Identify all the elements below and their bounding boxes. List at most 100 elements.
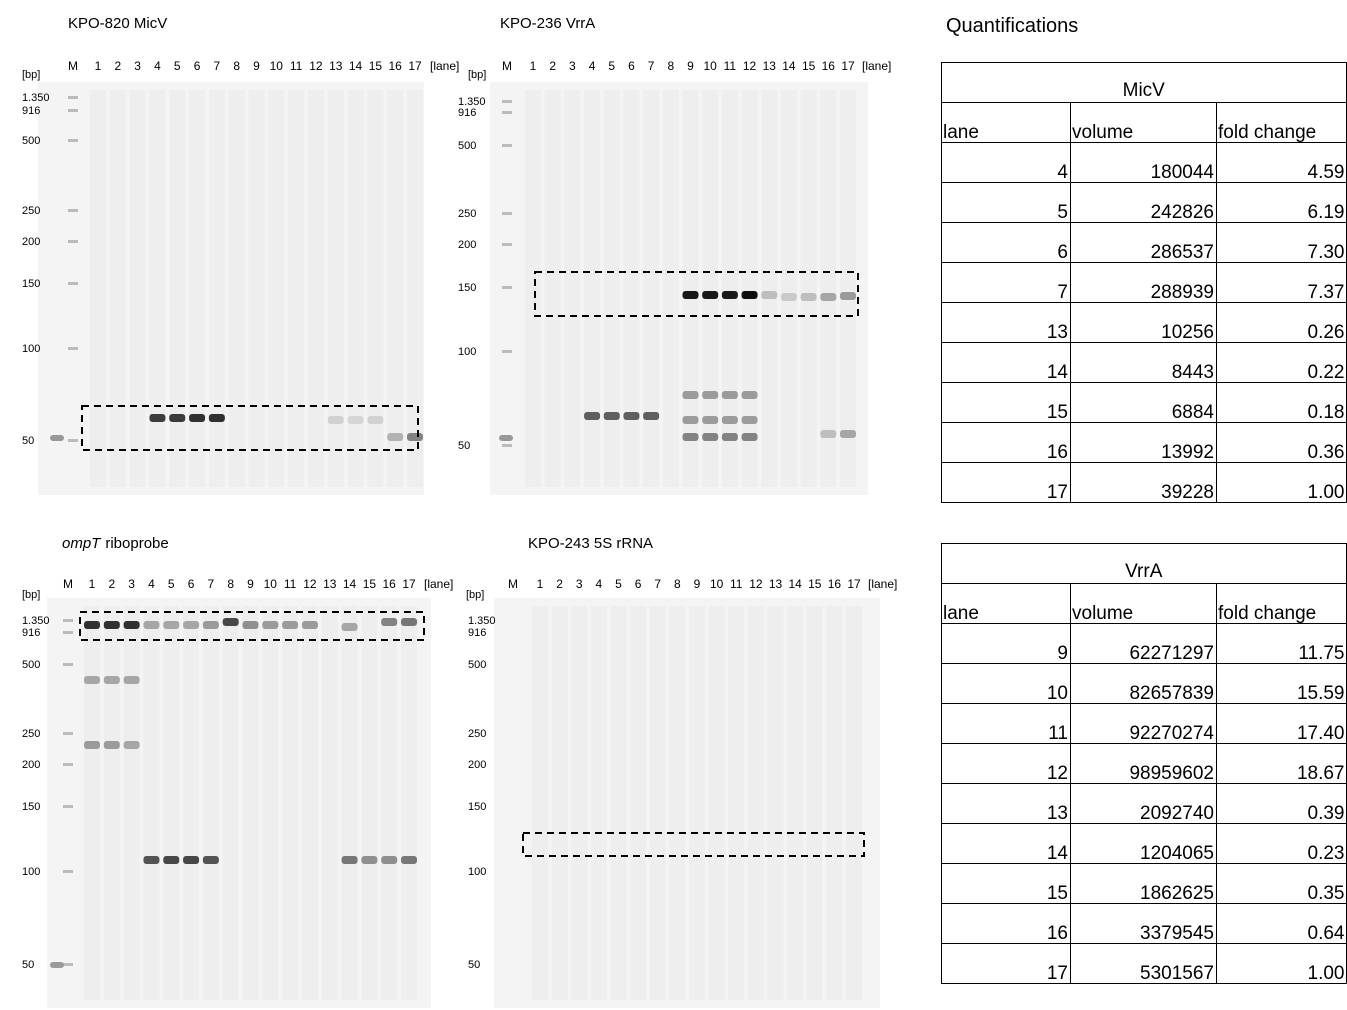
ladder-band	[63, 805, 73, 808]
gel-band	[741, 291, 758, 299]
gel-lane	[728, 606, 745, 1000]
column-header: lane	[943, 603, 979, 624]
table-cell: 16	[1047, 442, 1068, 463]
gel-band	[780, 293, 797, 301]
lane-label: 10	[704, 59, 718, 73]
gel-lane	[288, 90, 305, 487]
gel-lane	[571, 606, 588, 1000]
lane-label: M	[68, 59, 78, 73]
table-cell: 0.26	[1308, 322, 1345, 343]
lane-label: 8	[674, 577, 681, 591]
lane-label: 17	[408, 59, 422, 73]
ladder-band	[502, 212, 512, 215]
lane-label: 3	[134, 59, 141, 73]
table-cell: 286537	[1151, 242, 1214, 263]
table-cell: 288939	[1151, 282, 1214, 303]
bp-unit: [bp]	[22, 589, 40, 601]
gel-band	[222, 618, 239, 626]
gel-band	[301, 621, 318, 629]
table-cell: 14	[1047, 843, 1069, 864]
gel-band	[721, 291, 738, 299]
size-marker: 500	[468, 659, 486, 671]
gel-lane	[347, 90, 364, 487]
ladder-band	[68, 439, 78, 442]
gel-lane	[367, 90, 384, 487]
table-cell: 15	[1047, 883, 1068, 904]
lane-label: 10	[710, 577, 724, 591]
lane-label: 15	[802, 59, 816, 73]
ladder-band	[63, 963, 73, 966]
table-cell: 39228	[1161, 482, 1214, 503]
lane-label: 2	[556, 577, 563, 591]
size-marker: 200	[22, 236, 40, 248]
gel-lane	[806, 606, 823, 1000]
table-cell: 14	[1047, 362, 1069, 383]
gel-band	[381, 618, 398, 626]
gel-lane	[669, 606, 686, 1000]
gel-band	[840, 292, 856, 300]
ladder-band	[68, 209, 78, 212]
table-cell: 6884	[1172, 402, 1215, 423]
ladder-band	[502, 111, 512, 114]
gel-lane	[551, 606, 568, 1000]
lane-label: 9	[253, 59, 260, 73]
table-cell: 13992	[1161, 442, 1214, 463]
lane-label: 16	[828, 577, 842, 591]
gel-band	[702, 433, 719, 441]
lane-label: M	[508, 577, 518, 591]
table-cell: 0.36	[1308, 442, 1345, 463]
size-marker: 500	[458, 140, 476, 152]
gel-lane	[708, 606, 725, 1000]
gel-lane	[129, 90, 146, 487]
lane-label: 13	[323, 577, 337, 591]
gel-band	[820, 430, 837, 438]
gel-lane	[532, 606, 548, 1000]
gel-band	[183, 621, 200, 629]
gel-band	[163, 856, 180, 864]
lane-label: 14	[349, 59, 363, 73]
gel-band	[202, 621, 219, 629]
table-cell: 242826	[1151, 202, 1214, 223]
gel-band	[603, 412, 620, 420]
ladder-band	[63, 619, 73, 622]
gel-lane	[242, 606, 259, 1000]
ladder-band	[502, 350, 512, 353]
gel-lane	[682, 90, 699, 487]
gel-lane	[103, 606, 120, 1000]
lane-label: 14	[782, 59, 796, 73]
gel-lane	[564, 90, 581, 487]
size-marker: 916	[22, 105, 40, 117]
table-cell: 1.00	[1308, 482, 1345, 503]
table-cell: 1.00	[1308, 963, 1345, 984]
lane-unit: [lane]	[868, 577, 897, 591]
gel-band	[682, 416, 699, 424]
table-cell: 11.75	[1298, 643, 1344, 664]
size-marker: 150	[22, 278, 40, 290]
lane-label: 7	[648, 59, 655, 73]
gel-band	[123, 621, 140, 629]
size-marker: 500	[22, 659, 40, 671]
gel-band	[143, 621, 160, 629]
size-marker: 100	[468, 866, 486, 878]
lane-label: 9	[247, 577, 254, 591]
gel-lane	[307, 90, 324, 487]
gel-band	[169, 414, 186, 422]
ladder-band	[63, 732, 73, 735]
lane-label: 11	[290, 59, 303, 73]
table-cell: 17.40	[1297, 723, 1345, 744]
table-cell: 11	[1048, 723, 1068, 744]
gel-lane	[525, 90, 541, 487]
table-cell: 18.67	[1297, 763, 1345, 784]
lane-label: 12	[303, 577, 317, 591]
gel-band	[84, 621, 100, 629]
lane-label: 11	[730, 577, 743, 591]
gel-lane	[662, 90, 679, 487]
gel-band	[143, 856, 160, 864]
column-header: fold change	[1218, 603, 1316, 624]
table-cell: 0.23	[1308, 843, 1345, 864]
gel-lane	[143, 606, 160, 1000]
size-marker: 500	[22, 135, 40, 147]
table-cell: 17	[1047, 963, 1068, 984]
highlight-box	[81, 405, 419, 451]
gel-band	[341, 623, 358, 631]
